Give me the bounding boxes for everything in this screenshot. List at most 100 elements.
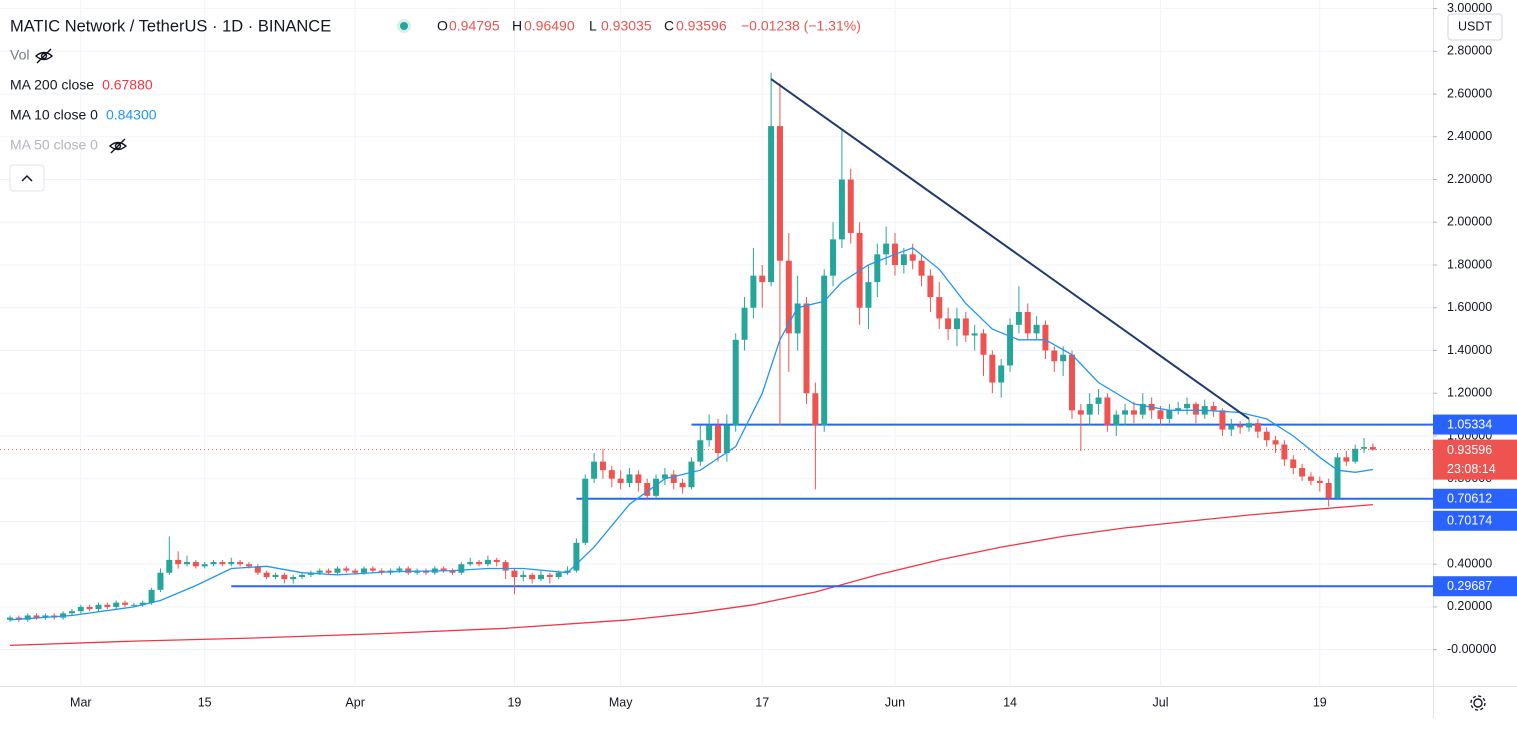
legend-value: 0.67880	[102, 77, 153, 93]
candle-body	[299, 574, 306, 578]
y-tick-label: -0.00000	[1447, 642, 1496, 656]
candle-body	[290, 577, 297, 580]
hline-label-text: 1.05334	[1447, 417, 1492, 431]
candle-body	[1228, 425, 1235, 430]
y-tick-label: 2.20000	[1447, 172, 1492, 186]
x-tick-label: 17	[755, 695, 769, 709]
candle-body	[440, 568, 447, 571]
x-tick-label: Mar	[70, 695, 92, 709]
candle-body	[1042, 324, 1049, 351]
candle-body	[635, 474, 642, 483]
overlay: USDT MATIC Network / TetherUS · 1D · BIN…	[9, 13, 1503, 711]
candle-body	[263, 572, 270, 578]
legend-name: MA 200 close	[10, 77, 94, 93]
candle-body	[493, 559, 500, 563]
candle-body	[86, 606, 93, 610]
ohlc-key: L	[589, 18, 597, 34]
x-tick-label: May	[609, 695, 633, 709]
candle-body	[1051, 350, 1058, 362]
y-tick-label: 1.20000	[1447, 386, 1492, 400]
candle-body	[989, 354, 996, 383]
y-tick-label: 2.40000	[1447, 129, 1492, 143]
candle-body	[219, 562, 226, 565]
ohlc-value: 0.94795	[449, 18, 500, 34]
pupil	[114, 142, 122, 150]
candle-body	[24, 615, 31, 620]
candle-body	[723, 425, 730, 454]
ma-line	[9, 247, 1374, 621]
candle-body	[113, 602, 120, 607]
hline-label	[1433, 576, 1517, 597]
candle-body	[679, 482, 686, 488]
candle-body	[874, 254, 881, 283]
eye-off-icon[interactable]	[108, 138, 128, 154]
candle-body	[759, 275, 766, 283]
x-tick-label: 19	[507, 695, 521, 709]
candle-body	[361, 568, 367, 573]
candle-body	[228, 562, 235, 565]
settings-icon[interactable]	[1470, 695, 1486, 711]
vol-label: Vol	[10, 47, 29, 63]
candle-body	[1175, 408, 1182, 411]
candle-body	[971, 333, 978, 336]
y-tick-label: 3.00000	[1447, 1, 1492, 15]
candle-body	[184, 562, 190, 565]
slash	[110, 138, 126, 154]
last-price-box	[1433, 439, 1517, 480]
candle-body	[838, 179, 845, 240]
candle-body	[830, 239, 837, 276]
candle-body	[1369, 447, 1376, 450]
candle-body	[750, 275, 757, 308]
x-tick-label: Apr	[345, 695, 364, 709]
candle-body	[139, 602, 146, 605]
axis-bg	[1433, 0, 1517, 686]
candle-body	[573, 542, 580, 571]
candle-body	[343, 568, 350, 571]
candle-body	[1033, 324, 1040, 334]
candle-body	[1343, 457, 1350, 462]
y-tick-label: 1.80000	[1447, 257, 1492, 271]
candle-body	[1157, 410, 1164, 419]
hline-label	[1433, 414, 1517, 435]
candle-body	[1352, 448, 1359, 462]
candle-body	[768, 126, 775, 283]
candle-body	[1192, 403, 1199, 415]
quote-label: USDT	[1458, 19, 1492, 33]
candle-body	[1316, 480, 1323, 483]
candle-body	[369, 568, 376, 571]
candle-body	[166, 559, 173, 573]
candle-body	[706, 425, 713, 441]
candle-body	[245, 564, 252, 567]
candle-body	[476, 562, 483, 565]
axis-label	[1433, 510, 1517, 531]
candle-body	[1210, 406, 1217, 411]
candle-body	[1122, 410, 1129, 415]
hline-label-text: 0.70612	[1447, 492, 1492, 506]
candle-body	[883, 243, 890, 255]
candle-body	[1272, 440, 1279, 445]
candle-body	[529, 574, 536, 580]
x-tick-label: 19	[1313, 695, 1327, 709]
candle-body	[626, 474, 633, 483]
candle-body	[1086, 403, 1093, 415]
quote-box[interactable]	[1447, 13, 1503, 41]
candle-body	[909, 254, 916, 261]
candle-body	[785, 260, 792, 334]
candle-body	[1219, 410, 1226, 430]
collapse-button[interactable]	[9, 164, 45, 192]
y-tick-label: 0.40000	[1447, 556, 1492, 570]
candle-body	[316, 570, 323, 573]
candle-body	[1361, 447, 1368, 449]
y-tick-label: 1.60000	[1447, 300, 1492, 314]
candle-body	[900, 254, 907, 265]
y-tick-label: 2.00000	[1447, 215, 1492, 229]
eye-off-icon[interactable]	[34, 48, 54, 64]
last-price-text: 0.93596	[1447, 443, 1492, 457]
candle-body	[1184, 403, 1191, 409]
ohlc-key: H	[512, 18, 522, 34]
candle-body	[201, 564, 208, 567]
candle-body	[1246, 423, 1252, 428]
candle-body	[237, 562, 244, 565]
candle-body	[741, 307, 748, 340]
